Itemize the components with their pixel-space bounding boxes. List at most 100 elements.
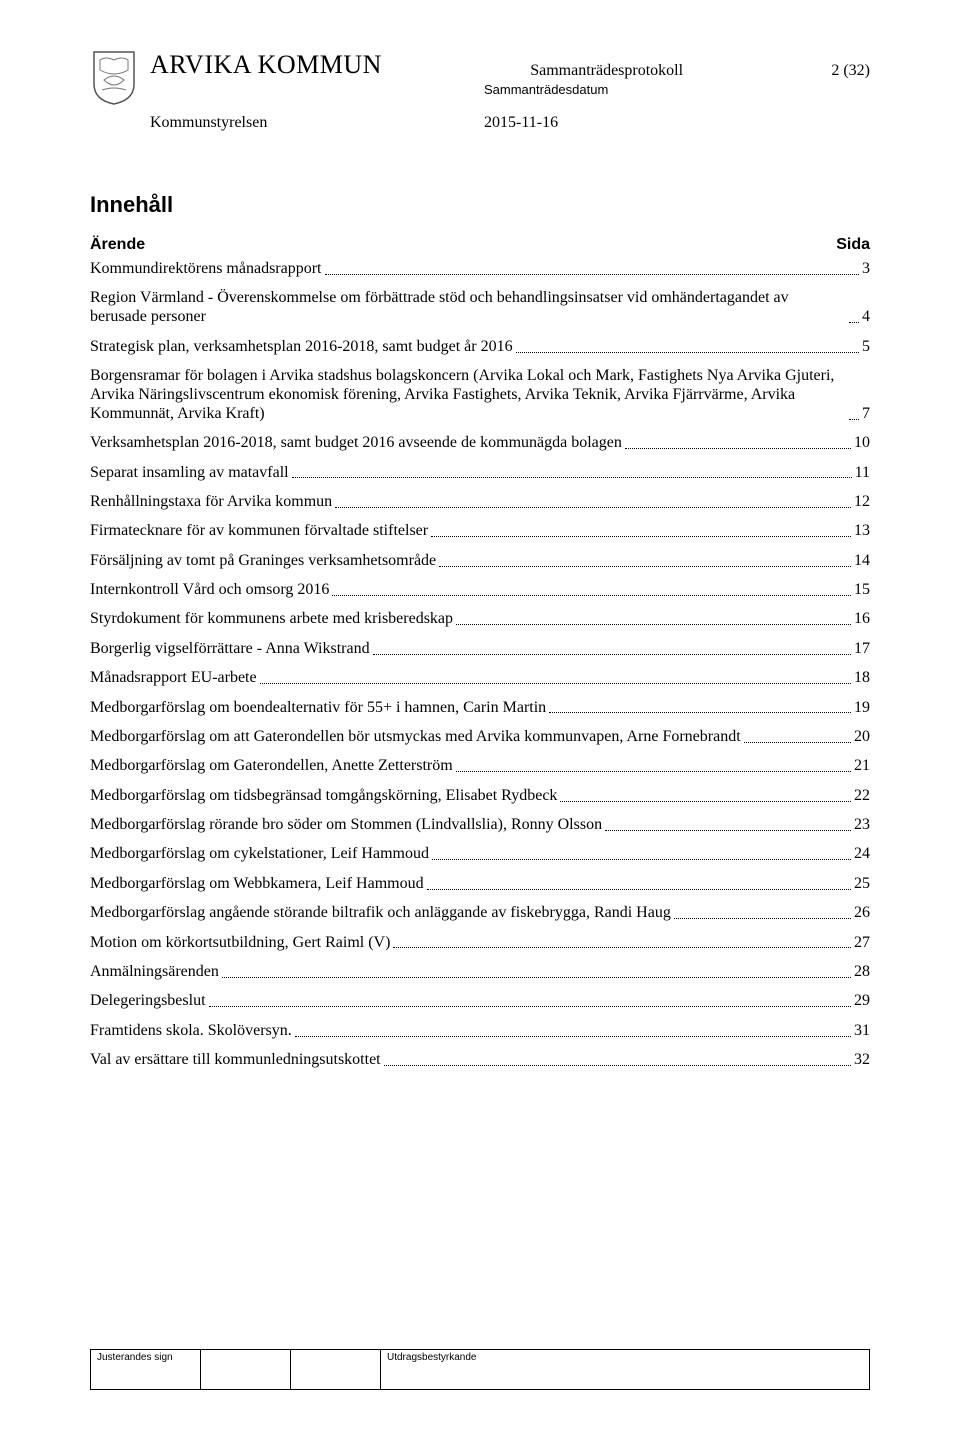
committee-name: Kommunstyrelsen <box>150 114 484 132</box>
toc-item: Region Värmland - Överenskommelse om för… <box>90 289 870 327</box>
toc-leader-dots <box>516 352 859 353</box>
toc-item-label: Region Värmland - Överenskommelse om för… <box>90 289 846 327</box>
toc-item: Renhållningstaxa för Arvika kommun 12 <box>90 493 870 512</box>
toc-item-page: 21 <box>854 757 870 776</box>
toc-item: Medborgarförslag angående störande biltr… <box>90 904 870 923</box>
footer-sign-label: Justerandes sign <box>90 1349 200 1390</box>
toc-item: Internkontroll Vård och omsorg 2016 15 <box>90 581 870 600</box>
toc-item-label: Månadsrapport EU-arbete <box>90 669 257 688</box>
page-indicator: 2 (32) <box>831 62 870 80</box>
toc-leader-dots <box>849 419 859 420</box>
toc-item: Framtidens skola. Skolöversyn.31 <box>90 1022 870 1041</box>
toc-item-page: 29 <box>854 992 870 1011</box>
toc-item: Val av ersättare till kommunledningsutsk… <box>90 1051 870 1070</box>
header-title-block: ARVIKA KOMMUN Sammanträdesprotokoll 2 (3… <box>150 50 870 97</box>
toc-item: Verksamhetsplan 2016-2018, samt budget 2… <box>90 434 870 453</box>
toc-item-label: Renhållningstaxa för Arvika kommun <box>90 493 332 512</box>
toc-item: Medborgarförslag om Webbkamera, Leif Ham… <box>90 875 870 894</box>
toc-item: Medborgarförslag om att Gaterondellen bö… <box>90 728 870 747</box>
protocol-label: Sammanträdesprotokoll <box>530 62 683 80</box>
toc-leader-dots <box>674 918 851 919</box>
toc-item-page: 26 <box>854 904 870 923</box>
toc-item: Medborgarförslag om cykelstationer, Leif… <box>90 845 870 864</box>
toc-item-label: Framtidens skola. Skolöversyn. <box>90 1022 292 1041</box>
toc-item-label: Separat insamling av matavfall <box>90 464 289 483</box>
toc-leader-dots <box>427 889 851 890</box>
toc-item: Styrdokument för kommunens arbete med kr… <box>90 610 870 629</box>
organization-name: ARVIKA KOMMUN <box>150 50 382 80</box>
toc-leader-dots <box>384 1065 851 1066</box>
toc-item-label: Borgensramar för bolagen i Arvika stadsh… <box>90 367 846 424</box>
footer-sign-box <box>290 1349 380 1390</box>
toc-leader-dots <box>335 507 851 508</box>
toc-header: Ärende Sida <box>90 236 870 254</box>
toc-item: Försäljning av tomt på Graninges verksam… <box>90 552 870 571</box>
toc-item-label: Delegeringsbeslut <box>90 992 206 1011</box>
toc-leader-dots <box>222 977 851 978</box>
toc-item-label: Verksamhetsplan 2016-2018, samt budget 2… <box>90 434 622 453</box>
municipal-crest-icon <box>90 50 138 106</box>
toc-item: Separat insamling av matavfall 11 <box>90 464 870 483</box>
toc-item: Delegeringsbeslut 29 <box>90 992 870 1011</box>
toc-item-page: 20 <box>854 728 870 747</box>
toc-item-page: 23 <box>854 816 870 835</box>
toc-item: Månadsrapport EU-arbete 18 <box>90 669 870 688</box>
toc-item-page: 13 <box>854 522 870 541</box>
toc-item-page: 22 <box>854 787 870 806</box>
toc-item-label: Kommundirektörens månadsrapport <box>90 260 322 279</box>
toc-item-page: 27 <box>854 934 870 953</box>
header: ARVIKA KOMMUN Sammanträdesprotokoll 2 (3… <box>90 50 870 106</box>
toc-leader-dots <box>456 624 851 625</box>
toc-leader-dots <box>456 771 851 772</box>
toc-item-label: Medborgarförslag om cykelstationer, Leif… <box>90 845 429 864</box>
toc-item-page: 32 <box>854 1051 870 1070</box>
toc-item-page: 15 <box>854 581 870 600</box>
toc-item: Kommundirektörens månadsrapport 3 <box>90 260 870 279</box>
toc-item-label: Strategisk plan, verksamhetsplan 2016-20… <box>90 338 513 357</box>
toc-item-page: 12 <box>854 493 870 512</box>
toc-item-page: 16 <box>854 610 870 629</box>
toc-item-label: Val av ersättare till kommunledningsutsk… <box>90 1051 381 1070</box>
toc-item: Medborgarförslag om boendealternativ för… <box>90 699 870 718</box>
toc-item: Medborgarförslag rörande bro söder om St… <box>90 816 870 835</box>
header-meta: Kommunstyrelsen 2015-11-16 <box>90 114 870 132</box>
toc-leader-dots <box>260 683 851 684</box>
section-title: Innehåll <box>90 192 870 218</box>
toc-leader-dots <box>332 595 851 596</box>
toc-item-page: 11 <box>855 464 870 483</box>
toc-leader-dots <box>560 801 851 802</box>
toc-item-label: Medborgarförslag rörande bro söder om St… <box>90 816 602 835</box>
toc-item-page: 3 <box>862 260 870 279</box>
toc-header-right: Sida <box>836 236 870 254</box>
footer-sign-box <box>200 1349 290 1390</box>
toc-item-label: Medborgarförslag angående störande biltr… <box>90 904 671 923</box>
toc-leader-dots <box>605 830 851 831</box>
toc-item-label: Medborgarförslag om Gaterondellen, Anett… <box>90 757 453 776</box>
toc-item-label: Firmatecknare för av kommunen förvaltade… <box>90 522 428 541</box>
toc-item-page: 28 <box>854 963 870 982</box>
meeting-date-label: Sammanträdesdatum <box>484 82 608 97</box>
toc-leader-dots <box>325 274 860 275</box>
toc-leader-dots <box>393 947 851 948</box>
toc-item-label: Anmälningsärenden <box>90 963 219 982</box>
toc-item-page: 24 <box>854 845 870 864</box>
toc-item-label: Borgerlig vigselförrättare - Anna Wikstr… <box>90 640 370 659</box>
toc-item-page: 18 <box>854 669 870 688</box>
toc-item-page: 10 <box>854 434 870 453</box>
table-of-contents: Kommundirektörens månadsrapport 3 Region V… <box>90 260 870 1070</box>
toc-item-page: 14 <box>854 552 870 571</box>
content-body: Innehåll Ärende Sida Kommundirektörens m… <box>90 192 870 1070</box>
document-page: ARVIKA KOMMUN Sammanträdesprotokoll 2 (3… <box>0 0 960 1120</box>
toc-leader-dots <box>625 448 851 449</box>
toc-item-label: Försäljning av tomt på Graninges verksam… <box>90 552 436 571</box>
toc-item-page: 25 <box>854 875 870 894</box>
toc-item-page: 5 <box>862 338 870 357</box>
toc-leader-dots <box>373 654 851 655</box>
toc-item-label: Internkontroll Vård och omsorg 2016 <box>90 581 329 600</box>
toc-item-page: 7 <box>862 405 870 424</box>
toc-item: Borgerlig vigselförrättare - Anna Wikstr… <box>90 640 870 659</box>
toc-item: Anmälningsärenden 28 <box>90 963 870 982</box>
toc-header-left: Ärende <box>90 236 145 254</box>
toc-item-label: Medborgarförslag om att Gaterondellen bö… <box>90 728 741 747</box>
toc-leader-dots <box>292 477 852 478</box>
